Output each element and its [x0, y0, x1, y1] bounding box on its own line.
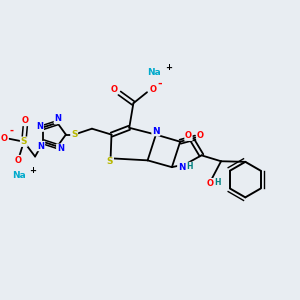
Text: H: H: [214, 178, 221, 187]
Text: N: N: [54, 114, 61, 123]
Text: -: -: [157, 79, 162, 89]
Text: O: O: [149, 85, 156, 94]
Text: N: N: [57, 144, 64, 153]
Text: O: O: [111, 85, 118, 94]
Text: S: S: [107, 157, 113, 166]
Text: N: N: [178, 163, 185, 172]
Text: Na: Na: [147, 68, 161, 77]
Text: O: O: [15, 156, 22, 165]
Text: O: O: [22, 116, 29, 125]
Text: O: O: [197, 131, 204, 140]
Text: -: -: [9, 125, 13, 135]
Text: H: H: [186, 162, 193, 171]
Text: +: +: [29, 166, 36, 175]
Text: S: S: [21, 137, 27, 146]
Text: +: +: [165, 63, 172, 72]
Text: O: O: [185, 131, 192, 140]
Text: S: S: [71, 130, 77, 139]
Text: N: N: [38, 142, 44, 151]
Text: O: O: [1, 134, 8, 143]
Text: N: N: [36, 122, 43, 131]
Text: Na: Na: [12, 171, 26, 180]
Text: O: O: [206, 179, 213, 188]
Text: N: N: [152, 127, 160, 136]
